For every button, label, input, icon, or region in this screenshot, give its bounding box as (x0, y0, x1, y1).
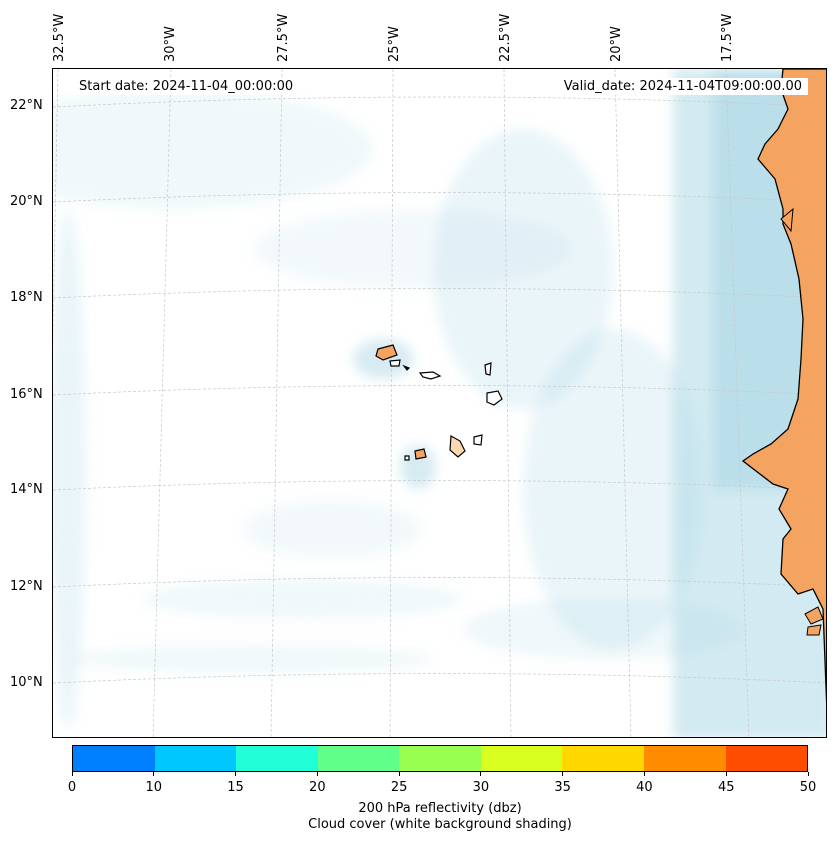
colorbar-tick (71, 772, 73, 776)
island-boa-vista (486, 390, 503, 406)
bijagos-islands (806, 624, 822, 636)
start-date-label: Start date: 2024-11-04_00:00:00 (73, 78, 300, 95)
colorbar-tick (480, 772, 482, 776)
lat-label-16n: 16°N (10, 387, 43, 402)
reflectivity-colorbar (72, 745, 808, 772)
colorbar-tick (643, 772, 645, 776)
colorbar-tick (562, 772, 564, 776)
valid-date-label: Valid_date: 2024-11-04T09:00:00.00 (557, 78, 808, 95)
cape-verde-islands (375, 344, 503, 461)
island-sao-nicolau (418, 371, 442, 380)
lat-label-10n: 10°N (10, 675, 43, 690)
lat-label-12n: 12°N (10, 579, 43, 594)
colorbar-segment (236, 746, 318, 771)
island-sao-vicente (389, 359, 401, 367)
cloud-cover-layer (53, 69, 826, 737)
colorbar-tick-label: 10 (145, 780, 163, 795)
colorbar-tick-label: 0 (67, 780, 77, 795)
island-sal (484, 362, 492, 376)
lon-label-22-5w: 22.5°W (498, 13, 513, 62)
graticule (53, 69, 826, 737)
colorbar-segment (73, 746, 155, 771)
map-panel[interactable]: Start date: 2024-11-04_00:00:00 Valid_da… (52, 68, 827, 738)
lon-label-25w: 25°W (387, 26, 402, 62)
colorbar-segment (480, 746, 563, 771)
colorbar-tick (153, 772, 155, 776)
colorbar-tick-label: 45 (717, 780, 735, 795)
lon-label-30w: 30°W (163, 26, 178, 62)
lat-label-22n: 22°N (10, 98, 43, 113)
colorbar-tick (807, 772, 809, 776)
colorbar-tick (235, 772, 237, 776)
island-santiago (449, 435, 466, 458)
colorbar-subtitle: Cloud cover (white background shading) (308, 817, 572, 832)
colorbar-tick-label: 25 (390, 780, 408, 795)
lon-label-17-5w: 17.5°W (720, 13, 735, 62)
colorbar-tick (316, 772, 318, 776)
colorbar-tick-label: 20 (309, 780, 326, 795)
lat-label-18n: 18°N (10, 290, 43, 305)
map-canvas: Start date: 2024-11-04_00:00:00 Valid_da… (53, 69, 826, 737)
colorbar-segment (317, 746, 400, 771)
island-santa-luzia (402, 364, 411, 371)
colorbar-tick-label: 15 (227, 780, 244, 795)
colorbar-tick-label: 35 (554, 780, 571, 795)
guinea-bissau-islands (804, 606, 824, 625)
colorbar-tick (725, 772, 727, 776)
lon-label-32-5w: 32.5°W (52, 13, 67, 62)
africa-coastline (741, 69, 826, 704)
lat-label-14n: 14°N (10, 482, 43, 497)
coastal-inlet (780, 207, 794, 233)
colorbar-segment (399, 746, 481, 771)
lon-label-27-5w: 27.5°W (276, 13, 291, 62)
colorbar-segment (643, 746, 726, 771)
lat-label-20n: 20°N (10, 194, 43, 209)
island-fogo (414, 448, 427, 460)
colorbar-segment (725, 746, 808, 771)
colorbar-tick (398, 772, 400, 776)
colorbar-tick-label: 30 (472, 780, 490, 795)
colorbar-segment (562, 746, 644, 771)
colorbar-title: 200 hPa reflectivity (dbz) (358, 801, 522, 816)
lon-label-20w: 20°W (609, 26, 624, 62)
colorbar-segment (154, 746, 237, 771)
island-santo-antao (375, 344, 398, 361)
colorbar-tick-label: 40 (636, 780, 653, 795)
island-maio (473, 434, 483, 446)
colorbar-tick-label: 50 (799, 780, 817, 795)
island-brava (404, 455, 410, 461)
